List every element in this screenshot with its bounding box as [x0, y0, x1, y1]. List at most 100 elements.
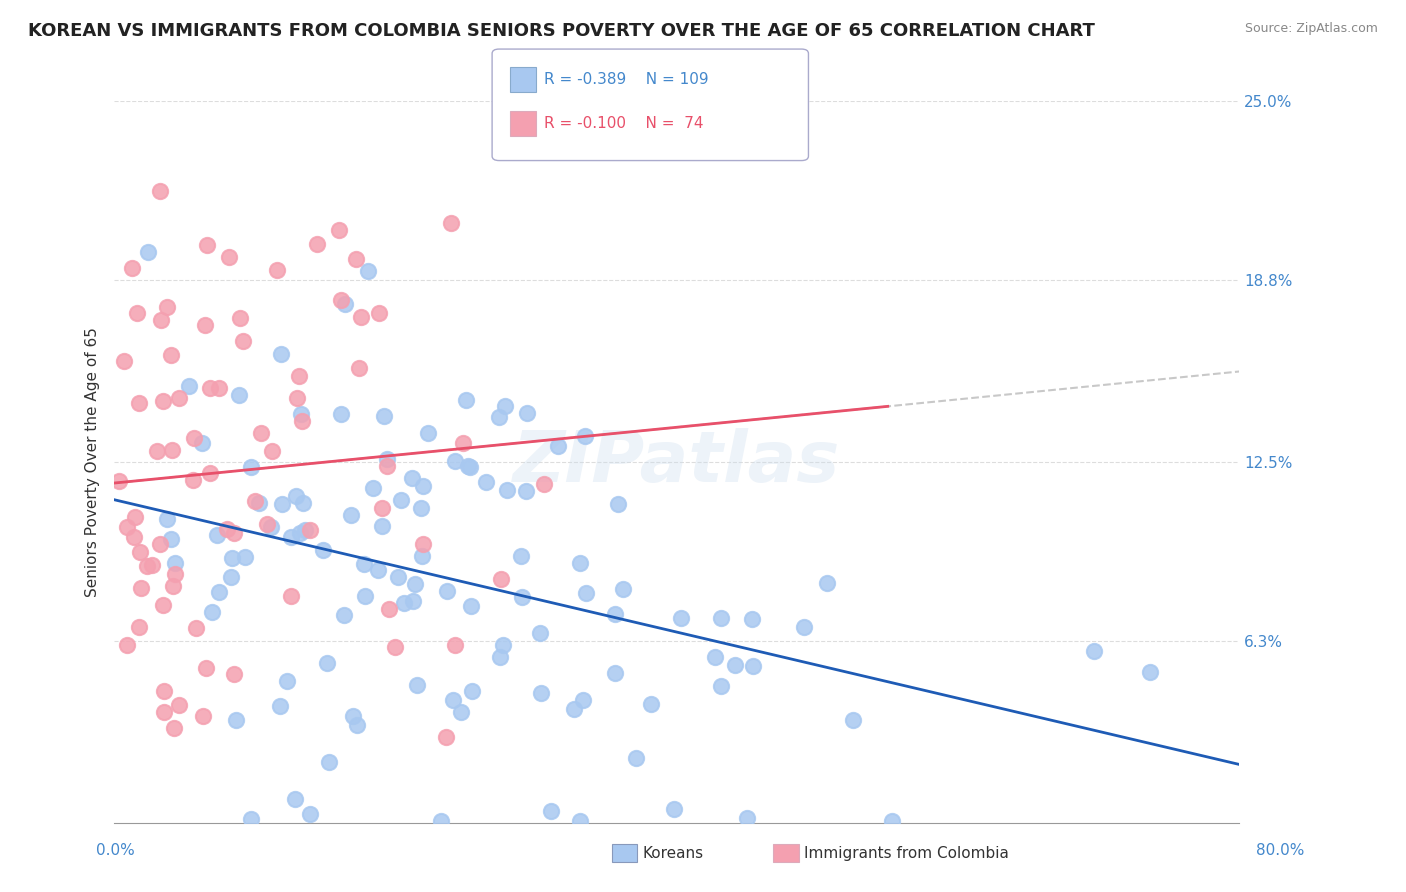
- Point: [245, 494, 267, 508]
- Point: [141, 558, 163, 572]
- Point: [612, 582, 634, 597]
- Point: [412, 479, 434, 493]
- Point: [575, 585, 598, 599]
- Point: [402, 594, 425, 608]
- Text: 0.0%: 0.0%: [96, 843, 135, 858]
- Point: [412, 537, 434, 551]
- Point: [318, 755, 340, 769]
- Point: [332, 607, 354, 622]
- Point: [568, 556, 591, 570]
- Point: [162, 442, 184, 457]
- Point: [200, 382, 222, 396]
- Point: [793, 620, 815, 634]
- Point: [167, 698, 190, 713]
- Point: [533, 477, 555, 491]
- Point: [624, 750, 647, 764]
- Point: [444, 638, 467, 652]
- Point: [416, 426, 439, 441]
- Point: [344, 252, 367, 266]
- Point: [703, 650, 725, 665]
- Point: [224, 667, 246, 681]
- Point: [430, 814, 453, 828]
- Point: [229, 311, 252, 326]
- Point: [167, 391, 190, 405]
- Point: [201, 605, 224, 619]
- Point: [165, 556, 187, 570]
- Point: [276, 674, 298, 689]
- Point: [516, 406, 538, 420]
- Point: [208, 380, 231, 394]
- Point: [262, 443, 284, 458]
- Point: [492, 638, 515, 652]
- Point: [194, 661, 217, 675]
- Point: [232, 334, 254, 349]
- Point: [574, 429, 596, 443]
- Point: [247, 496, 270, 510]
- Point: [540, 804, 562, 818]
- Point: [444, 454, 467, 468]
- Text: Immigrants from Colombia: Immigrants from Colombia: [804, 847, 1010, 861]
- Point: [1139, 665, 1161, 679]
- Point: [378, 602, 401, 616]
- Point: [218, 251, 240, 265]
- Point: [815, 575, 838, 590]
- Point: [186, 621, 208, 635]
- Point: [159, 348, 181, 362]
- Point: [260, 520, 283, 534]
- Point: [371, 519, 394, 533]
- Point: [233, 549, 256, 564]
- Point: [605, 665, 627, 680]
- Point: [149, 312, 172, 326]
- Point: [316, 657, 339, 671]
- Point: [328, 222, 350, 236]
- Point: [346, 717, 368, 731]
- Point: [441, 693, 464, 707]
- Point: [572, 693, 595, 707]
- Text: Koreans: Koreans: [643, 847, 703, 861]
- Point: [256, 516, 278, 531]
- Point: [404, 577, 426, 591]
- Point: [122, 530, 145, 544]
- Point: [494, 399, 516, 413]
- Point: [496, 483, 519, 498]
- Point: [454, 392, 477, 407]
- Text: ZIPatlas: ZIPatlas: [513, 428, 841, 497]
- Text: Source: ZipAtlas.com: Source: ZipAtlas.com: [1244, 22, 1378, 36]
- Point: [207, 528, 229, 542]
- Point: [156, 512, 179, 526]
- Point: [183, 473, 205, 487]
- Point: [208, 584, 231, 599]
- Point: [288, 368, 311, 383]
- Point: [606, 498, 628, 512]
- Point: [159, 532, 181, 546]
- Point: [191, 708, 214, 723]
- Point: [228, 387, 250, 401]
- Point: [842, 713, 865, 727]
- Point: [440, 216, 463, 230]
- Point: [329, 293, 352, 307]
- Point: [299, 806, 322, 821]
- Point: [194, 318, 217, 333]
- Point: [405, 678, 427, 692]
- Point: [153, 706, 176, 720]
- Point: [350, 310, 373, 325]
- Point: [342, 708, 364, 723]
- Point: [451, 436, 474, 450]
- Point: [603, 607, 626, 621]
- Point: [183, 431, 205, 445]
- Point: [489, 572, 512, 586]
- Point: [153, 683, 176, 698]
- Point: [450, 705, 472, 719]
- Point: [509, 549, 531, 564]
- Point: [741, 612, 763, 626]
- Point: [339, 508, 361, 522]
- Point: [389, 493, 412, 508]
- Point: [285, 391, 308, 405]
- Point: [163, 721, 186, 735]
- Point: [112, 354, 135, 368]
- Point: [190, 435, 212, 450]
- Point: [128, 620, 150, 634]
- Point: [710, 610, 733, 624]
- Point: [280, 530, 302, 544]
- Point: [669, 611, 692, 625]
